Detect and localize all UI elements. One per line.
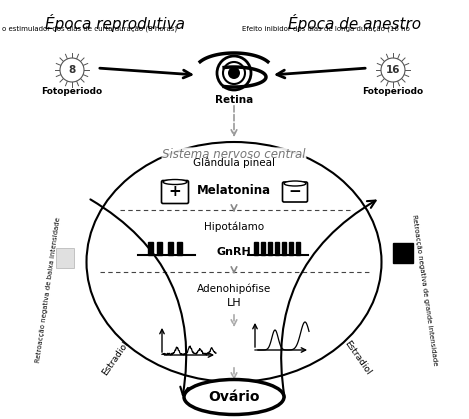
Text: Efeito inibidor dos dias de longa duração (16 ho: Efeito inibidor dos dias de longa duraçã… [242, 26, 410, 33]
Text: Retroacção negativa de grande intensidade: Retroacção negativa de grande intensidad… [411, 214, 439, 366]
Bar [148, 242, 153, 255]
Circle shape [223, 62, 245, 84]
Text: LH: LH [227, 298, 242, 308]
Circle shape [381, 58, 405, 82]
Text: −: − [288, 184, 302, 199]
FancyBboxPatch shape [161, 181, 189, 204]
Text: o estimulador dos dias de curta duração (8 horas): o estimulador dos dias de curta duração … [2, 26, 177, 33]
Text: GnRH: GnRH [217, 247, 251, 257]
Text: Estradiol: Estradiol [343, 339, 373, 377]
Bar [168, 242, 173, 255]
Text: 8: 8 [68, 65, 76, 75]
Bar [296, 242, 300, 255]
Bar [393, 243, 413, 263]
Ellipse shape [284, 181, 306, 186]
Text: Retroacção negativa de baixa intensidade: Retroacção negativa de baixa intensidade [35, 217, 61, 363]
Text: Sistema nervoso central: Sistema nervoso central [162, 148, 306, 161]
Circle shape [228, 67, 240, 79]
Text: Fotoperiodo: Fotoperiodo [363, 87, 424, 96]
Text: Fotoperiodo: Fotoperiodo [41, 87, 103, 96]
Bar [282, 242, 286, 255]
FancyBboxPatch shape [282, 182, 308, 202]
Text: Melatonina: Melatonina [197, 184, 271, 197]
Bar [177, 242, 182, 255]
Text: Hipotálamo: Hipotálamo [204, 222, 264, 233]
Text: Adenohipófise: Adenohipófise [197, 283, 271, 293]
Text: Época de anestro: Época de anestro [288, 14, 422, 32]
Bar [157, 242, 162, 255]
Circle shape [217, 56, 251, 90]
Bar [289, 242, 293, 255]
Bar [261, 242, 265, 255]
Circle shape [60, 58, 84, 82]
Text: 16: 16 [386, 65, 400, 75]
Bar [254, 242, 258, 255]
Text: Ovário: Ovário [208, 390, 260, 404]
Text: Glândula pineal: Glândula pineal [193, 157, 275, 168]
Bar [275, 242, 279, 255]
Text: Retina: Retina [215, 95, 253, 105]
FancyArrowPatch shape [91, 199, 188, 395]
FancyArrowPatch shape [281, 201, 376, 397]
Text: Época reprodutiva: Época reprodutiva [45, 14, 185, 32]
Ellipse shape [184, 380, 284, 414]
Ellipse shape [163, 179, 187, 184]
Text: +: + [169, 184, 182, 199]
Bar [56, 248, 74, 268]
Bar [268, 242, 272, 255]
Text: Estradiol: Estradiol [100, 339, 130, 377]
